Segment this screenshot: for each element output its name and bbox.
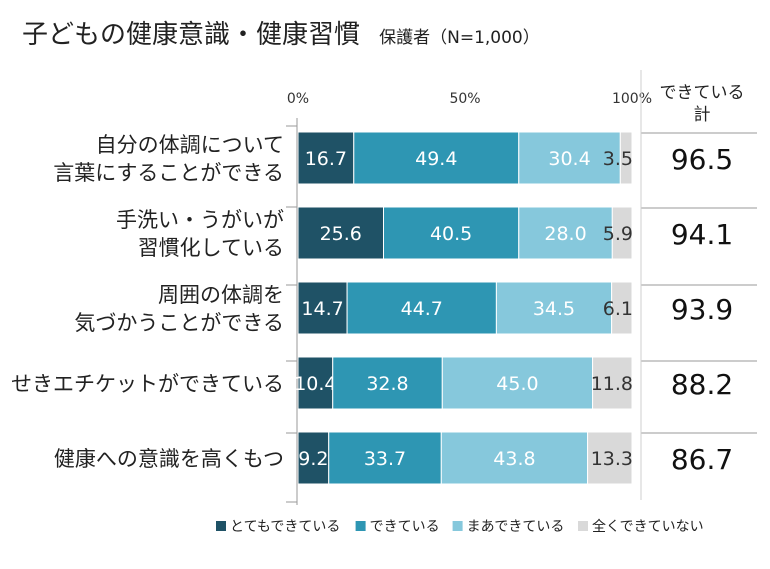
- total-column-header: できている: [660, 83, 745, 103]
- data-label: 44.7: [401, 298, 443, 320]
- data-label: 34.5: [533, 298, 575, 320]
- data-label: 45.0: [496, 373, 538, 395]
- bar-segment: [297, 356, 334, 410]
- data-label: 25.6: [320, 223, 362, 245]
- bar-segment: [297, 281, 348, 335]
- category-label: 言葉にすることができる: [53, 161, 284, 185]
- data-label: 5.9: [603, 223, 633, 245]
- axis-tick-label: 50%: [449, 91, 480, 107]
- legend-swatch: [578, 521, 588, 531]
- category-label: 周囲の体調を: [158, 283, 284, 307]
- total-value: 88.2: [671, 368, 733, 401]
- title-block: 子どもの健康意識・健康習慣 保護者（N=1,000）: [22, 14, 540, 51]
- bar-segment: [353, 131, 520, 185]
- data-label: 33.7: [364, 448, 406, 470]
- total-value: 93.9: [671, 293, 733, 326]
- bar-segment: [518, 131, 621, 185]
- category-label: せきエチケットができている: [11, 372, 284, 396]
- total-value: 94.1: [671, 218, 733, 251]
- data-label: 6.1: [603, 298, 633, 320]
- data-label: 40.5: [430, 223, 472, 245]
- data-label: 11.8: [591, 373, 633, 395]
- bar-segment: [495, 281, 613, 335]
- legend-swatch: [452, 521, 463, 531]
- bar-segment: [328, 431, 442, 485]
- bar-segment: [518, 206, 613, 260]
- bar-segment: [440, 431, 589, 485]
- axis-tick-label: 0%: [287, 91, 309, 107]
- bar-segment: [332, 356, 443, 410]
- total-column-header: 計: [694, 105, 711, 125]
- data-label: 3.5: [603, 148, 633, 170]
- total-value: 86.7: [671, 443, 733, 476]
- axis-tick-label: 100%: [612, 91, 652, 107]
- legend-label: まあできている: [467, 519, 565, 535]
- category-label: 手洗い・うがいが: [116, 208, 284, 232]
- bar-segment: [611, 206, 633, 260]
- bar-segment: [587, 431, 633, 485]
- bar-segment: [297, 431, 330, 485]
- bar-segment: [619, 131, 633, 185]
- chart-subtitle: 保護者（N=1,000）: [379, 28, 540, 48]
- bar-segment: [297, 206, 385, 260]
- legend-label: 全くできていない: [592, 518, 704, 535]
- category-label: 習慣化している: [138, 236, 284, 260]
- bar-segment: [383, 206, 520, 260]
- chart-title: 子どもの健康意識・健康習慣: [22, 20, 361, 50]
- legend-swatch: [216, 521, 226, 531]
- category-label: 自分の体調について: [96, 133, 284, 157]
- bar-segment: [297, 131, 355, 185]
- data-label: 49.4: [415, 148, 457, 170]
- data-label: 14.7: [301, 298, 343, 320]
- total-value: 96.5: [671, 143, 733, 176]
- data-label: 32.8: [366, 373, 408, 395]
- data-label: 13.3: [591, 448, 633, 470]
- data-label: 30.4: [548, 148, 590, 170]
- legend-label: できている: [370, 519, 440, 535]
- category-label: 気づかうことができる: [74, 311, 284, 335]
- data-label: 9.2: [298, 448, 328, 470]
- data-label: 28.0: [544, 223, 586, 245]
- bar-segment: [441, 356, 594, 410]
- bar-segment: [592, 356, 633, 410]
- data-label: 16.7: [305, 148, 347, 170]
- data-label: 10.4: [294, 373, 336, 395]
- category-label: 健康への意識を高くもつ: [54, 447, 284, 471]
- legend-swatch: [355, 521, 366, 531]
- bar-segment: [611, 281, 633, 335]
- legend-label: とてもできている: [230, 519, 340, 535]
- data-label: 43.8: [493, 448, 535, 470]
